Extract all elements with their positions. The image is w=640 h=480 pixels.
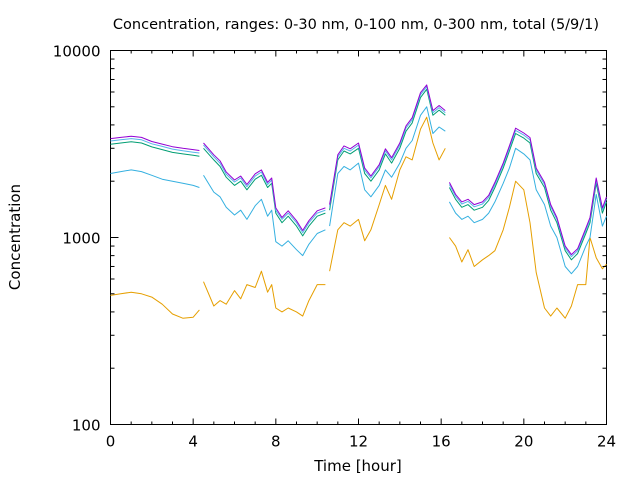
y-tick-label: 10000 <box>53 43 101 61</box>
series-line-4 <box>110 86 607 258</box>
x-axis: 0 4 8 12 16 20 24 <box>106 50 616 451</box>
x-tick-label: 12 <box>349 433 368 451</box>
y-axis-label: Concentration <box>6 184 24 290</box>
series-line-2 <box>110 106 607 275</box>
series-line-5 <box>110 84 607 256</box>
x-tick-label: 20 <box>514 433 533 451</box>
series-layer <box>110 84 607 319</box>
y-axis: 100 1000 10000 <box>53 43 607 435</box>
y-tick-label: 1000 <box>62 230 100 248</box>
x-tick-label: 24 <box>597 433 616 451</box>
series-line-1 <box>110 116 607 319</box>
chart-title: Concentration, ranges: 0-30 nm, 0-100 nm… <box>113 17 599 33</box>
series-line-3 <box>110 88 607 261</box>
plot-area <box>110 50 607 425</box>
y-tick-label: 100 <box>72 417 101 435</box>
x-axis-label: Time [hour] <box>313 457 402 475</box>
x-tick-label: 8 <box>271 433 281 451</box>
x-tick-label: 4 <box>188 433 198 451</box>
x-tick-label: 16 <box>432 433 451 451</box>
x-tick-label: 0 <box>106 433 116 451</box>
